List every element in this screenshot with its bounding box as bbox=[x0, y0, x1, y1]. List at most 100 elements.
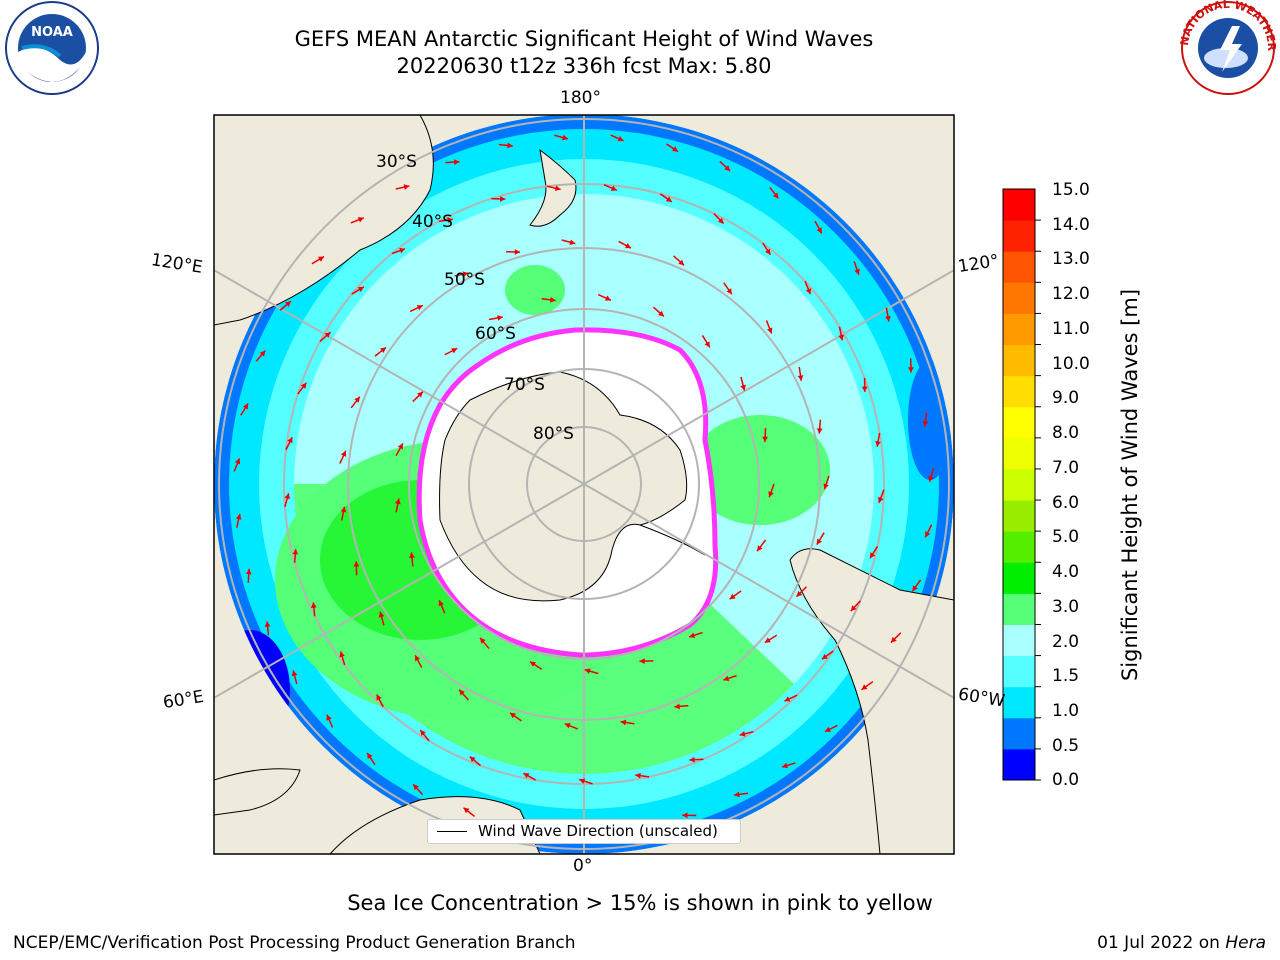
wave-vector-head bbox=[284, 301, 291, 307]
footer-date: 01 Jul 2022 on Hera bbox=[1097, 933, 1266, 953]
wave-vector-head bbox=[564, 723, 571, 729]
colorbar-tick: 7.0 bbox=[1052, 458, 1080, 478]
wave-vector-head bbox=[447, 217, 453, 223]
map-frame bbox=[213, 114, 955, 855]
legend-line-sample bbox=[437, 831, 467, 832]
wave-vector-head bbox=[875, 440, 881, 447]
wave-vector-head bbox=[317, 256, 324, 262]
wave-vector-head bbox=[562, 134, 568, 141]
wave-vector-head bbox=[480, 637, 486, 644]
wave-vector-head bbox=[415, 655, 421, 662]
colorbar-swatch bbox=[1003, 717, 1035, 750]
colorbar-swatch bbox=[1003, 624, 1035, 657]
wave-vector-head bbox=[409, 552, 415, 559]
colorbar-swatch bbox=[1003, 437, 1035, 470]
wave-vector-head bbox=[462, 271, 469, 277]
colorbar-swatch bbox=[1003, 468, 1035, 501]
colorbar-tick: 8.0 bbox=[1052, 423, 1080, 443]
wave-vector-head bbox=[339, 651, 345, 658]
wave-vector-head bbox=[890, 636, 897, 643]
wave-vector-head bbox=[454, 159, 460, 165]
wave-vector-head bbox=[529, 661, 536, 667]
footer-host: Hera bbox=[1225, 933, 1266, 953]
legend-label: Wind Wave Direction (unscaled) bbox=[478, 822, 718, 840]
wave-vector-head bbox=[672, 146, 679, 152]
wave-vector-head bbox=[264, 621, 271, 627]
wave-vector-head bbox=[762, 436, 768, 442]
wave-vector-head bbox=[300, 382, 307, 389]
noaa-logo-text: NOAA bbox=[31, 25, 73, 40]
wave-vector-head bbox=[235, 513, 242, 520]
map-legend: Wind Wave Direction (unscaled) bbox=[427, 819, 741, 844]
nws-logo: NATIONAL WEATHER SERVICE bbox=[1178, 0, 1278, 95]
wave-vector-head bbox=[796, 590, 803, 597]
wave-vector-head bbox=[357, 286, 364, 293]
colorbar-swatch bbox=[1003, 189, 1035, 221]
colorbar-tick: 0.5 bbox=[1052, 736, 1080, 756]
colorbar-swatch bbox=[1003, 375, 1035, 408]
wave-vector-head bbox=[550, 297, 556, 303]
wave-vector-head bbox=[784, 696, 791, 702]
wave-vector-head bbox=[797, 375, 804, 381]
wave-vector-head bbox=[469, 756, 476, 763]
colorbar-frame bbox=[1002, 188, 1036, 781]
colorbar bbox=[1003, 189, 1041, 781]
wave-vector-head bbox=[665, 196, 672, 202]
wave-vector-head bbox=[805, 288, 812, 295]
colorbar-tick: 10.0 bbox=[1052, 354, 1090, 374]
colorbar-tick: 13.0 bbox=[1052, 249, 1090, 269]
wave-vector-head bbox=[816, 428, 823, 434]
wave-vector-head bbox=[242, 403, 249, 410]
wave-vector-head bbox=[925, 531, 931, 538]
lat-label-50s: 50°S bbox=[444, 270, 485, 290]
colorbar-swatch bbox=[1003, 313, 1035, 346]
wave-vector-head bbox=[326, 714, 332, 721]
wave-vector-head bbox=[579, 778, 586, 784]
wave-vector-head bbox=[757, 545, 763, 552]
wave-vector-head bbox=[689, 756, 695, 763]
wave-vector-head bbox=[717, 217, 724, 224]
wave-vector-head bbox=[838, 334, 845, 341]
wave-vector-head bbox=[463, 807, 470, 814]
colorbar-swatch bbox=[1003, 220, 1035, 252]
wave-vector-head bbox=[413, 784, 419, 791]
colorbar-tick: 5.0 bbox=[1052, 527, 1080, 547]
colorbar-tick: 14.0 bbox=[1052, 215, 1090, 235]
colorbar-swatch bbox=[1003, 748, 1035, 781]
colorbar-tick: 4.0 bbox=[1052, 562, 1080, 582]
colorbar-tick: 1.0 bbox=[1052, 701, 1080, 721]
colorbar-tick: 1.5 bbox=[1052, 666, 1080, 686]
colorbar-tick: 11.0 bbox=[1052, 319, 1090, 339]
footer-credit: NCEP/EMC/Verification Post Processing Pr… bbox=[13, 933, 576, 953]
wave-direction-vectors bbox=[233, 134, 935, 835]
wave-vector-head bbox=[682, 812, 688, 819]
wave-vector-head bbox=[861, 386, 868, 392]
wave-vector-head bbox=[399, 247, 406, 254]
colorbar-tick: 6.0 bbox=[1052, 493, 1080, 513]
wave-vector-head bbox=[878, 496, 884, 503]
colorbar-tick: 3.0 bbox=[1052, 597, 1080, 617]
colorbar-swatch bbox=[1003, 593, 1035, 625]
wave-vector-head bbox=[420, 729, 426, 736]
colorbar-tick: 0.0 bbox=[1052, 770, 1080, 790]
wave-vector-head bbox=[816, 538, 823, 545]
wave-vector-head bbox=[624, 243, 631, 249]
wave-vector-head bbox=[353, 561, 360, 567]
sea-ice-caption: Sea Ice Concentration > 15% is shown in … bbox=[347, 891, 933, 915]
lon-label-180: 180° bbox=[560, 88, 601, 108]
wave-vector-head bbox=[870, 552, 876, 559]
lat-label-70s: 70°S bbox=[504, 375, 545, 395]
noaa-logo: NOAA bbox=[5, 1, 99, 95]
colorbar-swatch bbox=[1003, 655, 1035, 688]
wave-vector-head bbox=[287, 437, 293, 444]
colorbar-swatch bbox=[1003, 686, 1035, 719]
colorbar-tick: 9.0 bbox=[1052, 388, 1080, 408]
colorbar-swatch bbox=[1003, 251, 1035, 283]
wave-vector-head bbox=[367, 752, 373, 759]
wave-vector-head bbox=[569, 239, 576, 246]
wave-vector-head bbox=[824, 726, 831, 732]
wave-vector-head bbox=[639, 658, 645, 664]
colorbar-swatch bbox=[1003, 282, 1035, 314]
wave-vector-head bbox=[497, 315, 503, 321]
wave-vector-head bbox=[438, 600, 444, 607]
